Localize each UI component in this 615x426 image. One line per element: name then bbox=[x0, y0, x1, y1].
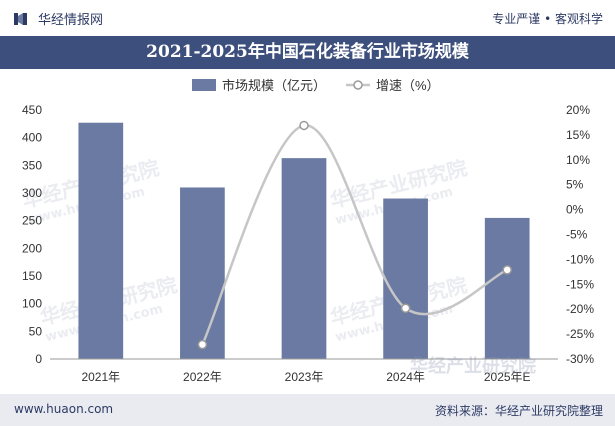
line-point bbox=[299, 120, 309, 131]
x-tick-label: 2025年E bbox=[484, 370, 531, 384]
line-point bbox=[197, 339, 208, 350]
logo-icon bbox=[14, 12, 27, 25]
brand[interactable]: 华经情报网 bbox=[14, 9, 103, 28]
bar-series bbox=[78, 122, 530, 359]
bar bbox=[383, 198, 428, 359]
x-tick-label: 2024年 bbox=[386, 370, 425, 384]
y-right-tick-label: -5% bbox=[566, 228, 588, 242]
legend-bar-swatch bbox=[192, 79, 216, 91]
y-right-tick-label: 10% bbox=[566, 153, 590, 167]
y-right-tick-label: -25% bbox=[566, 327, 594, 341]
y-left-tick-label: 450 bbox=[22, 103, 42, 117]
y-axis-right: -30% -25% -20% -15% -10% -5% 0% 5% 10% 15% 20% bbox=[566, 103, 594, 366]
watermark-text: 华经产业研究院 bbox=[410, 356, 536, 377]
footer: www.huaon.com 资料来源：华经产业研究院整理 bbox=[0, 394, 615, 426]
x-axis: 2021年 2022年 2023年 2024年 2025年E bbox=[50, 358, 558, 384]
brand-name: 华经情报网 bbox=[38, 13, 104, 28]
y-right-tick-label: 0% bbox=[566, 203, 584, 217]
y-left-tick-label: 50 bbox=[29, 324, 43, 338]
y-left-tick-label: 300 bbox=[22, 186, 42, 200]
y-left-tick-label: 350 bbox=[22, 158, 42, 172]
y-left-tick-label: 250 bbox=[22, 214, 42, 228]
y-right-tick-label: -15% bbox=[566, 277, 594, 291]
growth-line bbox=[201, 124, 508, 346]
bar bbox=[484, 217, 530, 359]
y-left-tick-label: 0 bbox=[35, 352, 42, 366]
bar bbox=[78, 122, 124, 359]
bar bbox=[180, 187, 225, 359]
line-series bbox=[197, 120, 512, 350]
y-left-tick-label: 200 bbox=[22, 241, 42, 255]
legend-line-label: 增速（%） bbox=[376, 78, 440, 93]
x-tick-label: 2023年 bbox=[285, 370, 324, 384]
y-left-tick-label: 100 bbox=[22, 297, 42, 311]
chart: 市场规模（亿元） 增速（%） 0 50 100 150 200 250 300 350 400 45… bbox=[22, 78, 594, 384]
x-tick-label: 2022年 bbox=[183, 370, 222, 384]
bar bbox=[281, 158, 327, 359]
footer-url[interactable]: www.huaon.com bbox=[14, 402, 114, 416]
x-tick-label: 2021年 bbox=[81, 370, 120, 384]
y-right-tick-label: 15% bbox=[566, 128, 590, 142]
tagline: 专业严谨 • 客观科学 bbox=[492, 12, 603, 26]
line-point bbox=[400, 303, 411, 313]
chart-title: 2021-2025年中国石化装备行业市场规模 bbox=[0, 36, 615, 69]
y-left-tick-label: 400 bbox=[22, 131, 42, 145]
footer-source: 资料来源：华经产业研究院整理 bbox=[434, 404, 603, 418]
y-right-tick-label: 20% bbox=[566, 103, 590, 117]
y-left-tick-label: 150 bbox=[22, 269, 42, 283]
y-right-tick-label: -20% bbox=[566, 302, 594, 316]
watermark-bottom: 华经产业研究院 bbox=[410, 352, 536, 378]
y-right-tick-label: -30% bbox=[566, 352, 594, 366]
y-axis-left: 0 50 100 150 200 250 300 350 400 450 bbox=[22, 103, 42, 366]
y-right-tick-label: -10% bbox=[566, 252, 594, 266]
legend: 市场规模（亿元） 增速（%） bbox=[192, 78, 440, 93]
legend-bar-label: 市场规模（亿元） bbox=[222, 78, 326, 93]
line-point bbox=[502, 265, 512, 275]
top-bar: 华经情报网 专业严谨 • 客观科学 bbox=[0, 0, 615, 36]
legend-line-marker bbox=[353, 80, 363, 90]
y-right-tick-label: 5% bbox=[566, 178, 584, 192]
